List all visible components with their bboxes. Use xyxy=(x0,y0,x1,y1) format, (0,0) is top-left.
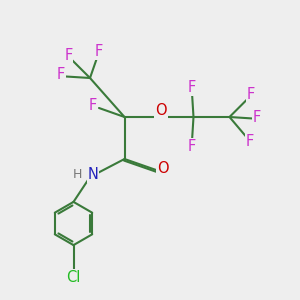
Text: F: F xyxy=(247,87,255,102)
Text: O: O xyxy=(157,161,168,176)
Text: F: F xyxy=(89,98,97,112)
Text: Cl: Cl xyxy=(66,270,81,285)
Text: H: H xyxy=(73,168,82,181)
Text: F: F xyxy=(188,80,196,95)
Text: F: F xyxy=(56,67,65,82)
Text: F: F xyxy=(188,139,196,154)
Text: F: F xyxy=(246,134,254,148)
Text: O: O xyxy=(155,103,167,118)
Text: N: N xyxy=(88,167,98,182)
Text: F: F xyxy=(94,44,103,59)
Text: F: F xyxy=(253,110,261,125)
Text: F: F xyxy=(64,48,73,63)
